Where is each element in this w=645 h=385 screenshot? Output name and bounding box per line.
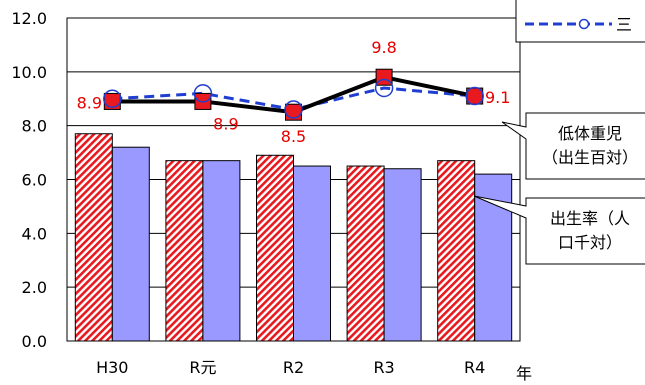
birth-rate-bar [165, 160, 204, 342]
comparison-bar [202, 160, 241, 342]
x-tick-label: R3 [373, 358, 394, 377]
comparison-marker [374, 78, 394, 98]
x-axis-ticks: H30 R元 R2 R3 R4 年 [96, 358, 532, 383]
y-tick-label: 6.0 [22, 171, 47, 190]
x-tick-label: R元 [189, 358, 216, 377]
callout-box [501, 112, 645, 180]
x-axis-unit: 年 [516, 364, 532, 383]
callout-text: （出生百対） [542, 148, 638, 167]
comparison-bar [111, 146, 150, 342]
birth-rate-bar [437, 160, 476, 342]
y-tick-label: 10.0 [11, 63, 47, 82]
data-label: 9.8 [371, 38, 396, 57]
comparison-marker [284, 100, 303, 119]
x-tick-label: H30 [96, 358, 128, 377]
comparison-marker [465, 86, 484, 106]
comparison-bar [383, 168, 422, 342]
x-tick-label: R4 [464, 358, 485, 377]
low-birth-weight-marker [375, 68, 393, 86]
callout-text: 口千対） [558, 233, 622, 252]
comparison-marker [193, 84, 213, 103]
callout-text: 出生率（人 [550, 209, 630, 228]
data-label: 9.1 [485, 88, 510, 107]
low-birth-weight-callout: 低体重児 （出生百対） [501, 112, 645, 180]
data-label: 8.9 [213, 114, 238, 133]
x-tick-label: R2 [283, 358, 304, 377]
legend-label: 三 [616, 15, 632, 34]
data-label: 8.5 [281, 127, 306, 146]
data-label: 8.9 [77, 93, 102, 112]
birth-rate-bar [256, 154, 294, 342]
y-tick-label: 8.0 [22, 117, 47, 136]
callout-box [473, 195, 645, 265]
callout-text: 低体重児 [558, 124, 622, 143]
y-tick-label: 0.0 [22, 332, 47, 351]
comparison-bar [293, 165, 331, 342]
y-axis-ticks: 0.0 2.0 4.0 6.0 8.0 10.0 12.0 [11, 9, 47, 351]
lines [103, 68, 484, 121]
legend: 三 [515, 0, 645, 43]
legend-marker-swatch [578, 18, 590, 30]
bars [74, 133, 513, 342]
data-labels: 8.9 8.9 8.5 9.8 9.1 [77, 38, 511, 146]
y-tick-label: 12.0 [11, 9, 47, 28]
birth-rate-bar [346, 165, 385, 342]
y-tick-label: 2.0 [22, 278, 47, 297]
birth-rate-bar [74, 133, 113, 342]
comparison-marker [103, 89, 122, 108]
y-tick-label: 4.0 [22, 224, 47, 243]
